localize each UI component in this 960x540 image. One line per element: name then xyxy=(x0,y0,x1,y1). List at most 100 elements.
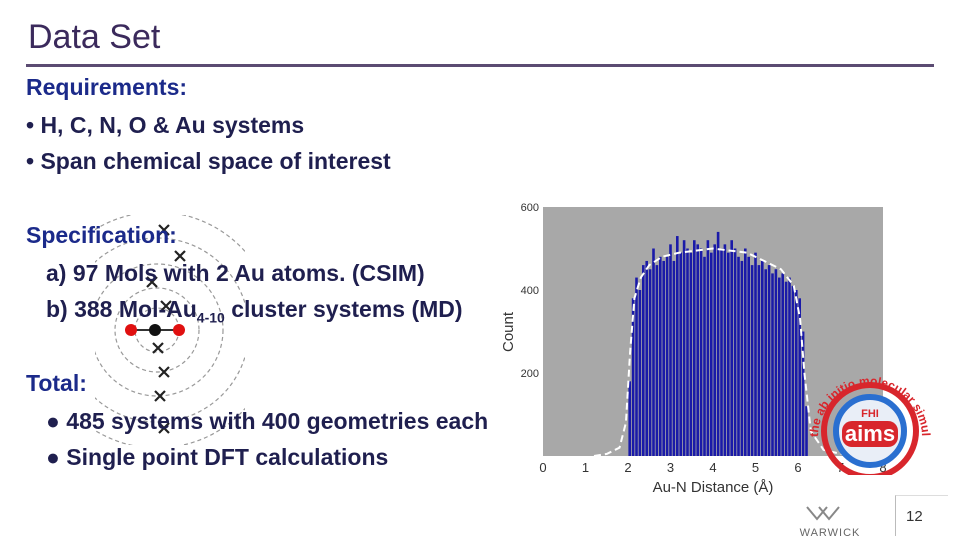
neighbor-marker xyxy=(160,300,172,312)
histogram-bar xyxy=(740,260,744,456)
warwick-emblem xyxy=(806,506,840,521)
histogram-bar xyxy=(795,290,798,456)
histogram-bar xyxy=(655,265,659,456)
histogram-bar xyxy=(669,244,672,456)
histogram-bar xyxy=(642,265,645,456)
histogram-bar xyxy=(699,248,703,456)
slide-title: Data Set xyxy=(28,18,161,56)
histogram-bar xyxy=(788,277,791,456)
shell-circle-2 xyxy=(114,287,200,373)
warwick-logo: WARWICK xyxy=(800,506,861,539)
title-divider xyxy=(26,64,934,67)
coordination-shell-diagram xyxy=(95,215,245,445)
y-axis-label: Count xyxy=(500,311,517,352)
logo-center-text: aims xyxy=(845,421,895,446)
histogram-bar xyxy=(764,269,767,456)
y-tick-label: 600 xyxy=(521,202,539,214)
histogram-bar xyxy=(672,260,676,456)
page-number-box xyxy=(895,495,948,536)
neighbor-marker xyxy=(152,342,164,354)
total-item-2: ● Single point DFT calculations xyxy=(46,444,389,470)
neighbor-marker xyxy=(146,276,158,288)
histogram-bar xyxy=(733,248,737,456)
histogram-bar xyxy=(791,285,795,456)
atom-left xyxy=(125,324,137,336)
histogram-bar xyxy=(710,252,713,456)
requirements-heading: Requirements: xyxy=(26,74,188,100)
logo-outer-ring xyxy=(821,382,919,475)
histogram-bar xyxy=(628,381,631,456)
specification-heading: Specification: xyxy=(26,222,177,248)
neighbor-marker xyxy=(174,250,186,262)
x-tick-label: 0 xyxy=(539,460,546,475)
histogram-bar xyxy=(737,256,740,456)
histogram-bar xyxy=(730,240,733,456)
y-tick-label: 200 xyxy=(521,368,539,380)
logo-center-badge xyxy=(842,421,898,447)
x-tick-label: 4 xyxy=(709,460,716,475)
spec-b-suffix: cluster systems (MD) xyxy=(224,296,463,322)
histogram-bar xyxy=(682,240,686,456)
fhi-aims-logo: the ab initio molecular simulations pack… xyxy=(800,365,933,475)
histogram-bar xyxy=(767,265,771,456)
histogram-bar xyxy=(761,260,764,456)
y-tick-label: 400 xyxy=(521,285,539,297)
logo-fhi-text: FHI xyxy=(861,408,879,420)
histogram-bar xyxy=(784,281,788,456)
spec-b-subscript: 4-10 xyxy=(196,309,225,326)
histogram-bar xyxy=(645,260,648,456)
histogram-bars xyxy=(628,231,808,456)
histogram-bar xyxy=(716,231,720,456)
histogram-bar xyxy=(720,248,723,456)
page-number: 12 xyxy=(906,508,923,525)
neighbor-marker xyxy=(158,422,170,434)
histogram-bar xyxy=(723,244,727,456)
histogram-bar xyxy=(757,265,761,456)
histogram-bar xyxy=(754,252,757,456)
histogram-bar xyxy=(631,298,635,456)
x-tick-label: 5 xyxy=(752,460,759,475)
histogram-bar xyxy=(659,256,662,456)
x-tick-label: 2 xyxy=(624,460,631,475)
x-tick-label: 6 xyxy=(794,460,801,475)
histogram-bar xyxy=(713,244,716,456)
histogram-bar xyxy=(679,252,682,456)
histogram-bar xyxy=(696,244,699,456)
neighbor-markers xyxy=(146,224,186,434)
specification-item-b: b) 388 Mol-Au4-10 cluster systems (MD) xyxy=(46,296,463,326)
total-item-1: ● 485 systems with 400 geometries each xyxy=(46,408,489,434)
histogram-bar xyxy=(747,256,750,456)
histogram-bar xyxy=(662,260,665,456)
histogram-bar xyxy=(693,240,696,456)
requirement-item-1: • H, C, N, O & Au systems xyxy=(26,112,305,138)
histogram-bar xyxy=(676,236,679,456)
histogram-bar xyxy=(801,331,805,456)
spec-b-prefix: b) 388 Mol-Au xyxy=(46,296,197,322)
atom-center xyxy=(149,324,161,336)
histogram-bar xyxy=(665,256,669,456)
atom-right xyxy=(173,324,185,336)
neighbor-marker xyxy=(158,224,170,236)
neighbor-marker xyxy=(158,366,170,378)
histogram-bar xyxy=(744,248,747,456)
x-tick-label: 1 xyxy=(582,460,589,475)
x-tick-label: 3 xyxy=(667,460,674,475)
histogram-bar xyxy=(689,252,693,456)
histogram-bar xyxy=(706,240,710,456)
histogram-bar xyxy=(798,298,801,456)
x-axis-label: Au-N Distance (Å) xyxy=(653,479,774,496)
histogram-bar xyxy=(686,248,689,456)
requirement-item-2: • Span chemical space of interest xyxy=(26,148,391,174)
histogram-bar xyxy=(774,269,778,456)
histogram-bar xyxy=(778,277,781,456)
y-axis-ticks: 200 400 600 xyxy=(521,202,539,380)
shell-circle-3 xyxy=(95,263,224,397)
histogram-bar xyxy=(727,252,730,456)
x-tick-label: 8 xyxy=(879,460,886,475)
neighbor-marker xyxy=(154,390,166,402)
warwick-wordmark: WARWICK xyxy=(800,527,861,539)
histogram-bar xyxy=(635,277,638,456)
histogram-bar xyxy=(648,269,652,456)
histogram-bar xyxy=(805,406,808,456)
histogram-bar xyxy=(750,265,754,456)
